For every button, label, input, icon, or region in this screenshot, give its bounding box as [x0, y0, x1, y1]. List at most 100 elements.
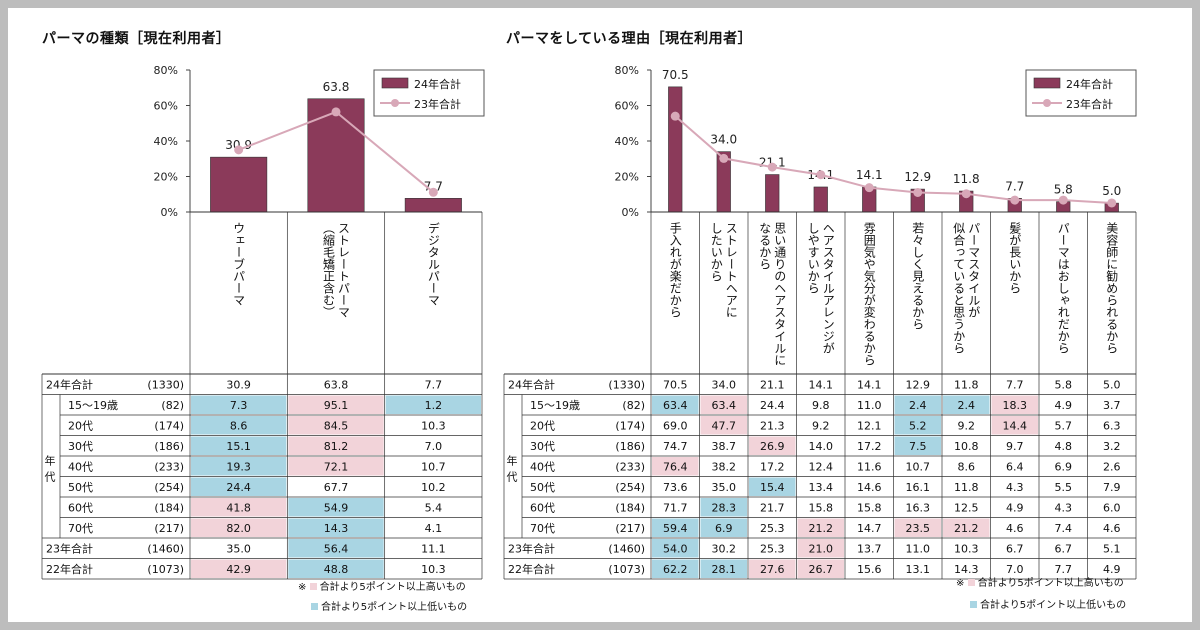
y-tick-label: 40%: [154, 135, 178, 148]
low-color-swatch: [311, 603, 318, 610]
table-cell-value: 11.6: [857, 461, 882, 474]
note-high-text: 合計より5ポイント以上高いもの: [319, 582, 466, 593]
table-cell-value: 10.3: [421, 420, 446, 433]
table-cell-value: 54.9: [324, 502, 349, 515]
y-tick-label: 80%: [615, 64, 639, 77]
cell-highlight-high: [288, 395, 384, 414]
series-point-2023: [913, 187, 923, 197]
row-label: 40代: [530, 461, 555, 474]
category-label: 雰囲気や気分が変わるから: [862, 222, 876, 366]
category-label: （縮毛矯正含む）: [322, 222, 336, 318]
table-cell-value: 82.0: [226, 522, 251, 535]
note-high-text: 合計より5ポイント以上高いもの: [977, 578, 1124, 589]
table-cell-value: 9.2: [812, 420, 830, 433]
row-n: (174): [154, 420, 184, 433]
data-label: 70.5: [662, 68, 689, 82]
cell-highlight-high: [943, 518, 990, 537]
table-cell-value: 38.2: [712, 461, 737, 474]
series-point-2023: [719, 153, 729, 163]
table-cell-value: 17.2: [857, 440, 882, 453]
row-label: 50代: [530, 481, 555, 494]
table-cell-value: 56.4: [324, 543, 349, 556]
category-label: パーマスタイルが: [967, 222, 981, 318]
cell-highlight-low: [894, 436, 941, 455]
row-label: 70代: [68, 522, 93, 535]
category-label: ストレートパーマ: [337, 222, 351, 318]
table-cell-value: 14.1: [809, 379, 834, 392]
data-label: 34.0: [710, 133, 737, 147]
cell-highlight-high: [700, 395, 747, 414]
table-cell-value: 5.0: [1103, 379, 1121, 392]
table-cell-value: 4.9: [1055, 399, 1073, 412]
row-label: 60代: [68, 502, 93, 515]
table-cell-value: 69.0: [663, 420, 688, 433]
y-tick-label: 80%: [154, 64, 178, 77]
table-cell-value: 34.0: [712, 379, 737, 392]
legend-swatch-2024: [381, 77, 409, 89]
row-label: 30代: [530, 440, 555, 453]
table-cell-value: 4.1: [425, 522, 443, 535]
table-cell-value: 72.1: [324, 461, 349, 474]
table-cell-value: 41.8: [226, 502, 251, 515]
high-color-swatch: [967, 579, 975, 586]
cell-highlight-high: [797, 559, 844, 578]
cell-highlight-high: [288, 457, 384, 476]
table-cell-value: 47.7: [712, 420, 737, 433]
left-note-high: ※ 合計より5ポイント以上高いもの: [298, 578, 466, 593]
table-cell-value: 13.7: [857, 543, 882, 556]
cell-highlight-low: [288, 539, 384, 558]
table-cell-value: 35.0: [712, 481, 737, 494]
row-label: 22年合計: [508, 562, 555, 576]
table-cell-value: 12.9: [906, 379, 931, 392]
table-cell-value: 4.3: [1006, 481, 1024, 494]
table-cell-value: 15.8: [857, 502, 882, 515]
category-label: 似合っていると思うから: [952, 222, 966, 354]
category-label: 髪が長いから: [1008, 222, 1022, 294]
table-cell-value: 12.4: [809, 461, 834, 474]
cell-highlight-low: [700, 518, 747, 537]
y-tick-label: 40%: [615, 135, 639, 148]
table-cell-value: 14.6: [857, 481, 882, 494]
cell-highlight-low: [191, 436, 287, 455]
table-cell-value: 5.2: [909, 420, 927, 433]
row-n: (184): [154, 502, 184, 515]
row-n: (1330): [608, 379, 645, 392]
table-cell-value: 21.0: [809, 543, 834, 556]
row-n: (217): [615, 522, 645, 535]
series-point-2023: [234, 145, 244, 155]
row-label: 22年合計: [46, 562, 93, 576]
row-n: (1073): [608, 563, 645, 576]
cell-highlight-low: [288, 498, 384, 517]
data-label: 14.1: [856, 168, 883, 182]
table-cell-value: 12.1: [857, 420, 882, 433]
table-cell-value: 4.6: [1006, 522, 1024, 535]
table-cell-value: 62.2: [663, 563, 688, 576]
table-cell-value: 27.6: [760, 563, 785, 576]
table-cell-value: 16.3: [906, 502, 931, 515]
table-cell-value: 5.8: [1055, 379, 1073, 392]
table-cell-value: 10.7: [906, 461, 931, 474]
y-tick-label: 20%: [154, 171, 178, 184]
table-cell-value: 21.2: [809, 522, 834, 535]
bar: [307, 98, 365, 213]
cell-highlight-high: [288, 416, 384, 435]
table-cell-value: 2.4: [909, 399, 927, 412]
category-label: 手入れが楽だから: [668, 222, 682, 318]
table-cell-value: 76.4: [663, 461, 688, 474]
side-label: 代: [45, 470, 56, 483]
series-point-2023: [864, 183, 874, 193]
cell-highlight-high: [797, 518, 844, 537]
table-cell-value: 48.8: [324, 563, 349, 576]
legend-label-2024: 24年合計: [414, 77, 461, 91]
cell-highlight-high: [288, 436, 384, 455]
table-cell-value: 7.7: [1006, 379, 1024, 392]
row-label: 40代: [68, 461, 93, 474]
cell-highlight-high: [797, 539, 844, 558]
left-note-low: 合計より5ポイント以上低いもの: [311, 598, 467, 613]
row-label: 20代: [530, 420, 555, 433]
y-tick-label: 0%: [161, 206, 178, 219]
perm-type-chart: 0%20%40%60%80%30.963.87.724年合計23年合計ウェーブパ…: [41, 64, 485, 580]
cell-highlight-low: [191, 395, 287, 414]
table-cell-value: 5.7: [1055, 420, 1073, 433]
row-label: 23年合計: [508, 542, 555, 556]
